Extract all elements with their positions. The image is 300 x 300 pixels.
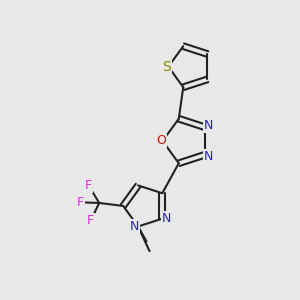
Text: N: N bbox=[130, 220, 139, 233]
Text: F: F bbox=[77, 196, 84, 209]
Text: N: N bbox=[161, 212, 171, 225]
Text: N: N bbox=[204, 119, 213, 132]
Text: N: N bbox=[204, 150, 213, 163]
Text: O: O bbox=[156, 134, 166, 148]
Text: F: F bbox=[87, 214, 94, 227]
Text: F: F bbox=[85, 179, 92, 192]
Text: S: S bbox=[163, 60, 171, 74]
